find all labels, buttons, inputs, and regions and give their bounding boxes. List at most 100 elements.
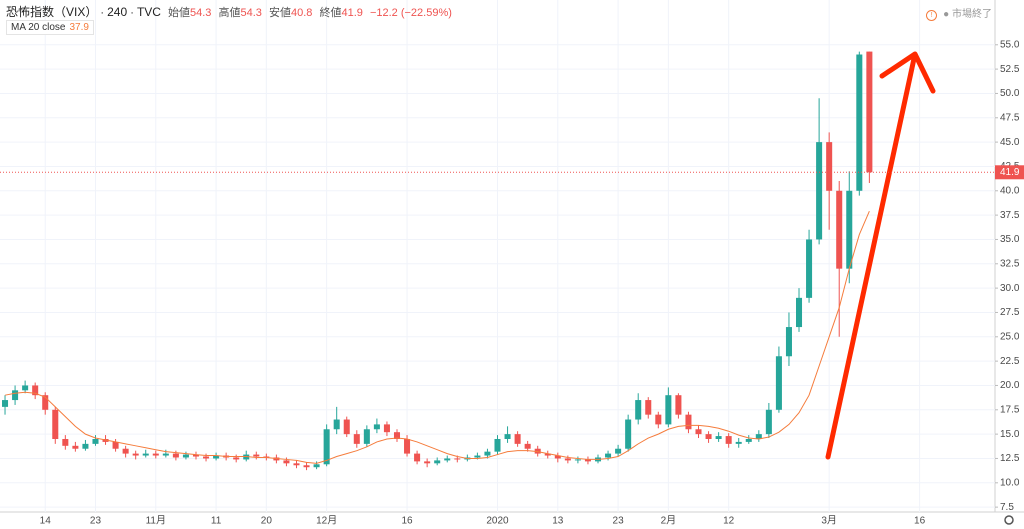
- close-value: 41.9: [341, 7, 363, 19]
- candle-body: [404, 438, 411, 454]
- y-tick-label: 12.5: [1000, 453, 1020, 464]
- x-tick-label: 2020: [486, 516, 509, 527]
- candle-body: [213, 455, 220, 459]
- candle-body: [92, 438, 99, 444]
- candle-body: [745, 438, 752, 442]
- x-tick-label: 2月: [661, 515, 677, 527]
- candle-body: [414, 453, 421, 462]
- candle-body: [62, 438, 69, 446]
- x-tick-label: 23: [90, 516, 102, 527]
- candle-body: [544, 453, 551, 456]
- candle-body: [735, 441, 742, 444]
- legend-header: 恐怖指数（VIX） · 240 · TVC 始値54.3 高値54.3 安値40…: [6, 5, 452, 19]
- candle-body: [755, 434, 762, 439]
- candle-body: [32, 385, 39, 396]
- y-tick-label: 50.0: [1000, 88, 1020, 99]
- candle-body: [22, 385, 29, 391]
- candle-body: [253, 454, 260, 457]
- y-tick-label: 32.5: [1000, 258, 1020, 269]
- y-tick-label: 47.5: [1000, 112, 1020, 123]
- candle-body: [52, 409, 59, 439]
- last-price-label: 41.9: [1000, 167, 1020, 178]
- candle-body: [172, 453, 179, 458]
- candle-body: [816, 142, 823, 240]
- candle-body: [454, 458, 461, 460]
- candle-body: [373, 424, 380, 430]
- candle-body: [524, 443, 531, 449]
- x-tick-label: 13: [552, 516, 564, 527]
- x-tick-label: 20: [261, 516, 273, 527]
- candle-body: [132, 453, 139, 456]
- candle-body: [42, 395, 49, 410]
- candle-body: [645, 400, 652, 415]
- plot: [2, 51, 873, 471]
- low-label: 安値: [268, 7, 291, 19]
- x-tick-label: 12: [723, 516, 735, 527]
- candle-body: [444, 458, 451, 461]
- candle-body: [504, 434, 511, 439]
- settings-icon[interactable]: [1004, 515, 1014, 525]
- candle-body: [303, 465, 310, 468]
- candle-body: [142, 453, 149, 456]
- candle-body: [283, 460, 290, 464]
- y-tick-label: 27.5: [1000, 307, 1020, 318]
- candle-body: [705, 434, 712, 439]
- candle-body: [323, 429, 330, 465]
- ma-line: [4, 211, 870, 464]
- candle-body: [494, 438, 501, 452]
- candle-body: [333, 419, 340, 430]
- status-text: 市場終了: [952, 9, 992, 20]
- candle-body: [72, 445, 79, 449]
- high-label: 高値: [218, 7, 241, 19]
- y-tick-label: 15.0: [1000, 429, 1020, 440]
- y-tick-label: 20.0: [1000, 380, 1020, 391]
- open-label: 始値: [168, 7, 190, 19]
- candle-body: [353, 434, 360, 444]
- candle-body: [393, 432, 401, 439]
- candle-body: [846, 190, 853, 269]
- low-value: 40.8: [290, 7, 313, 19]
- y-tick-label: 17.5: [1000, 404, 1020, 415]
- candle-body: [554, 455, 561, 459]
- ma-name: MA 20 close: [11, 22, 66, 33]
- grid: [0, 0, 995, 512]
- candle-body: [665, 395, 672, 425]
- candle-body: [192, 454, 199, 457]
- candle-body: [806, 239, 813, 298]
- candle-body: [383, 424, 390, 433]
- y-tick-label: 35.0: [1000, 234, 1020, 245]
- candle-body: [313, 464, 320, 468]
- exchange: TVC: [136, 5, 161, 19]
- y-tick-label: 52.5: [1000, 64, 1020, 75]
- candle-body: [826, 142, 833, 191]
- x-tick-label: 12月: [316, 515, 337, 527]
- y-tick-label: 7.5: [1000, 502, 1014, 513]
- candle-body: [484, 451, 491, 456]
- candle-body: [765, 409, 772, 435]
- x-tick-label: 11: [211, 516, 222, 527]
- x-tick-label: 16: [914, 516, 926, 527]
- y-tick-label: 45.0: [1000, 137, 1020, 148]
- interval: 240: [107, 5, 128, 19]
- candle-body: [625, 419, 632, 449]
- candle-body: [715, 436, 722, 439]
- candle-body: [203, 456, 210, 459]
- x-tick-label: 11月: [146, 515, 166, 527]
- candle-body: [635, 400, 642, 420]
- x-tick-label: 23: [613, 516, 625, 527]
- y-tick-label: 30.0: [1000, 283, 1020, 294]
- candle-body: [695, 429, 702, 435]
- annotation-arrow: [825, 51, 936, 460]
- symbol-title: 恐怖指数（VIX）: [6, 5, 98, 19]
- y-tick-label: 37.5: [1000, 210, 1020, 221]
- candle-body: [675, 395, 682, 415]
- high-value: 54.3: [240, 7, 262, 19]
- candle-body: [785, 327, 792, 357]
- candle-body: [655, 414, 662, 425]
- ma-legend[interactable]: MA 20 close 37.9: [6, 20, 94, 35]
- x-tick-label: 14: [40, 516, 52, 527]
- candle-body: [363, 429, 370, 444]
- candle-body: [82, 443, 89, 449]
- candle-body: [182, 454, 189, 458]
- candle-body: [836, 190, 843, 269]
